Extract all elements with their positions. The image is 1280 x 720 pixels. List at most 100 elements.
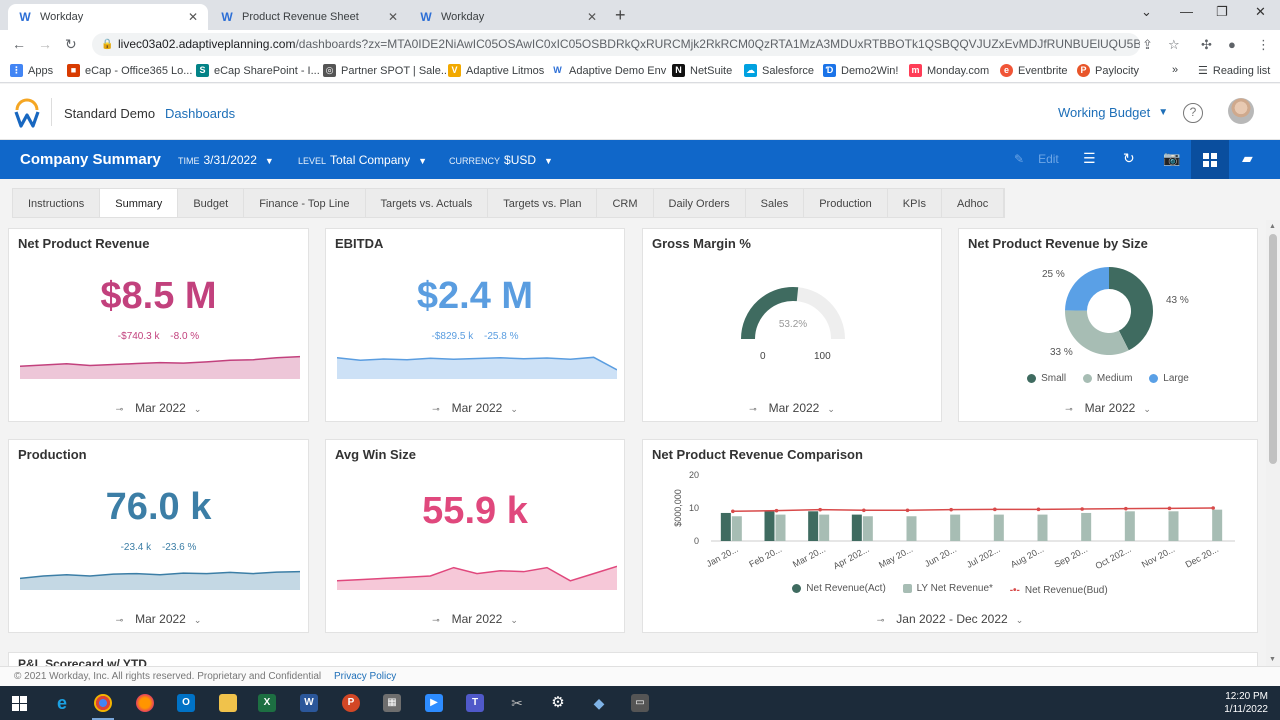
chrome-icon[interactable]: [94, 694, 112, 712]
bar-last-year[interactable]: [1081, 512, 1092, 541]
browser-tab-workday[interactable]: W Workday ✕: [8, 4, 208, 30]
tab-budget[interactable]: Budget: [178, 189, 245, 217]
period-selector[interactable]: ⊸ Mar 2022 ⌄: [326, 612, 624, 626]
restore-icon[interactable]: ❐: [1216, 4, 1228, 19]
budget-point[interactable]: [1080, 507, 1084, 511]
filter-icon[interactable]: ☰: [1083, 150, 1096, 166]
level-filter[interactable]: LEVEL Total Company ▼: [298, 153, 427, 167]
system-clock[interactable]: 12:20 PM 1/11/2022: [1224, 690, 1268, 716]
period-selector[interactable]: ⊸ Mar 2022 ⌄: [9, 612, 308, 626]
tab-daily-orders[interactable]: Daily Orders: [654, 189, 746, 217]
period-selector[interactable]: ⊸ Mar 2022 ⌄: [959, 401, 1257, 415]
card-gross-margin[interactable]: Gross Margin % 53.2% 0 100 ⊸ Mar 2022 ⌄: [642, 228, 942, 422]
tab-instructions[interactable]: Instructions: [13, 189, 101, 217]
version-selector[interactable]: Working Budget ▼: [1058, 105, 1168, 120]
bookmark-adaptive-litmos[interactable]: V Adaptive Litmos: [448, 64, 544, 77]
legend-item-last-year[interactable]: LY Net Revenue*: [902, 583, 993, 594]
legend-item-large[interactable]: Large: [1149, 373, 1189, 384]
bar-last-year[interactable]: [906, 516, 917, 541]
budget-point[interactable]: [993, 507, 997, 512]
teams-icon[interactable]: T: [466, 694, 484, 712]
legend-item-medium[interactable]: Medium: [1082, 373, 1133, 384]
edit-button[interactable]: ✎ Edit: [1014, 152, 1059, 166]
bar-last-year[interactable]: [1124, 511, 1135, 541]
outlook-icon[interactable]: O: [177, 694, 195, 712]
browser-tab-workday-2[interactable]: W Workday ✕: [409, 4, 607, 30]
page-scrollbar[interactable]: ▲ ▼: [1266, 220, 1280, 666]
bookmark-star-icon[interactable]: ☆: [1168, 37, 1180, 52]
profile-icon[interactable]: ●: [1228, 37, 1236, 52]
donut-slice-small[interactable]: [1109, 267, 1153, 351]
period-selector[interactable]: ⊸ Jan 2022 - Dec 2022 ⌄: [643, 612, 1257, 626]
workday-logo-icon[interactable]: [14, 98, 40, 128]
privacy-policy-link[interactable]: Privacy Policy: [334, 671, 397, 682]
internet-explorer-icon[interactable]: e: [56, 693, 67, 713]
bar-last-year[interactable]: [1168, 511, 1179, 541]
card-production[interactable]: Production 76.0 k -23.4 k -23.6 % ⊸ Mar 2…: [8, 439, 309, 633]
donut-slice-medium[interactable]: [1065, 310, 1129, 355]
bar-last-year[interactable]: [731, 516, 742, 541]
menu-kebab-icon[interactable]: ⋮: [1257, 37, 1270, 52]
bar-last-year[interactable]: [819, 514, 830, 541]
app-window-icon[interactable]: ▭: [631, 694, 649, 712]
scroll-down-icon[interactable]: ▼: [1269, 656, 1276, 663]
donut-slice-large[interactable]: [1065, 267, 1109, 311]
firefox-icon[interactable]: [136, 694, 154, 712]
snipping-tool-icon[interactable]: ✂: [511, 695, 523, 711]
bar-actual[interactable]: [764, 511, 775, 541]
bookmark-ecap-office[interactable]: ■ eCap - Office365 Lo...: [67, 64, 192, 77]
card-net-product-revenue[interactable]: Net Product Revenue $8.5 M -$740.3 k -8.…: [8, 228, 309, 422]
bookmark-netsuite[interactable]: N NetSuite: [672, 64, 732, 77]
close-window-icon[interactable]: ✕: [1255, 4, 1266, 19]
tab-production[interactable]: Production: [804, 189, 888, 217]
budget-point[interactable]: [818, 507, 822, 512]
excel-icon[interactable]: X: [258, 694, 276, 712]
budget-point[interactable]: [1167, 506, 1172, 511]
minimize-icon[interactable]: —: [1180, 4, 1193, 19]
camera-icon[interactable]: 📷: [1163, 150, 1181, 166]
calculator-icon[interactable]: ▦: [383, 694, 401, 712]
bar-actual[interactable]: [808, 511, 819, 541]
bookmark-paylocity[interactable]: P Paylocity: [1077, 64, 1139, 77]
bookmark-eventbrite[interactable]: e Eventbrite: [1000, 64, 1068, 77]
bar-last-year[interactable]: [1212, 509, 1223, 541]
presentation-icon[interactable]: ▰: [1242, 150, 1253, 166]
app-icon[interactable]: ◆: [593, 695, 605, 711]
grid-view-button[interactable]: [1191, 140, 1229, 179]
reload-icon[interactable]: ↻: [65, 36, 77, 52]
bar-actual[interactable]: [851, 514, 862, 541]
tab-adhoc[interactable]: Adhoc: [942, 189, 1005, 217]
breadcrumb-dashboards[interactable]: Dashboards: [165, 106, 236, 121]
url-input[interactable]: 🔒 livec03a02.adaptiveplanning.com/dashbo…: [92, 33, 1140, 56]
card-revenue-comparison[interactable]: Net Product Revenue Comparison 0 10 20 $000…: [642, 439, 1258, 633]
bar-last-year[interactable]: [993, 514, 1004, 541]
reading-list-button[interactable]: ☰ Reading list: [1198, 64, 1270, 78]
tab-targets-vs-plan[interactable]: Targets vs. Plan: [488, 189, 598, 217]
windows-start-icon[interactable]: [12, 696, 27, 711]
close-tab-icon[interactable]: ✕: [586, 10, 597, 24]
period-selector[interactable]: ⊸ Mar 2022 ⌄: [643, 401, 941, 415]
settings-gear-icon[interactable]: ⚙: [551, 694, 565, 711]
bar-last-year[interactable]: [950, 514, 961, 541]
bookmark-monday[interactable]: m Monday.com: [909, 64, 989, 77]
tab-summary[interactable]: Summary: [100, 189, 179, 217]
new-tab-plus-icon[interactable]: +: [615, 5, 626, 25]
bookmark-apps[interactable]: ⋮ Apps: [10, 64, 53, 77]
share-icon[interactable]: ⇪: [1142, 37, 1153, 52]
bookmark-adaptive-demo[interactable]: W Adaptive Demo Env: [551, 64, 666, 77]
tab-finance-top-line[interactable]: Finance - Top Line: [244, 189, 366, 217]
budget-point[interactable]: [1211, 506, 1215, 510]
tab-search-chevron-icon[interactable]: ⌄: [1141, 4, 1152, 19]
tab-targets-vs-actuals[interactable]: Targets vs. Actuals: [366, 189, 489, 217]
budget-point[interactable]: [774, 508, 779, 513]
bar-last-year[interactable]: [1037, 514, 1048, 541]
bar-last-year[interactable]: [775, 514, 786, 541]
browser-tab-product-revenue[interactable]: W Product Revenue Sheet ✕: [210, 4, 408, 30]
close-tab-icon[interactable]: ✕: [387, 10, 398, 24]
bookmark-partner-spot[interactable]: ◎ Partner SPOT | Sale...: [323, 64, 450, 77]
forward-arrow-icon[interactable]: →: [38, 36, 52, 52]
close-tab-icon[interactable]: ✕: [187, 10, 198, 24]
avatar[interactable]: [1228, 98, 1254, 124]
currency-filter[interactable]: CURRENCY $USD ▼: [449, 153, 553, 167]
